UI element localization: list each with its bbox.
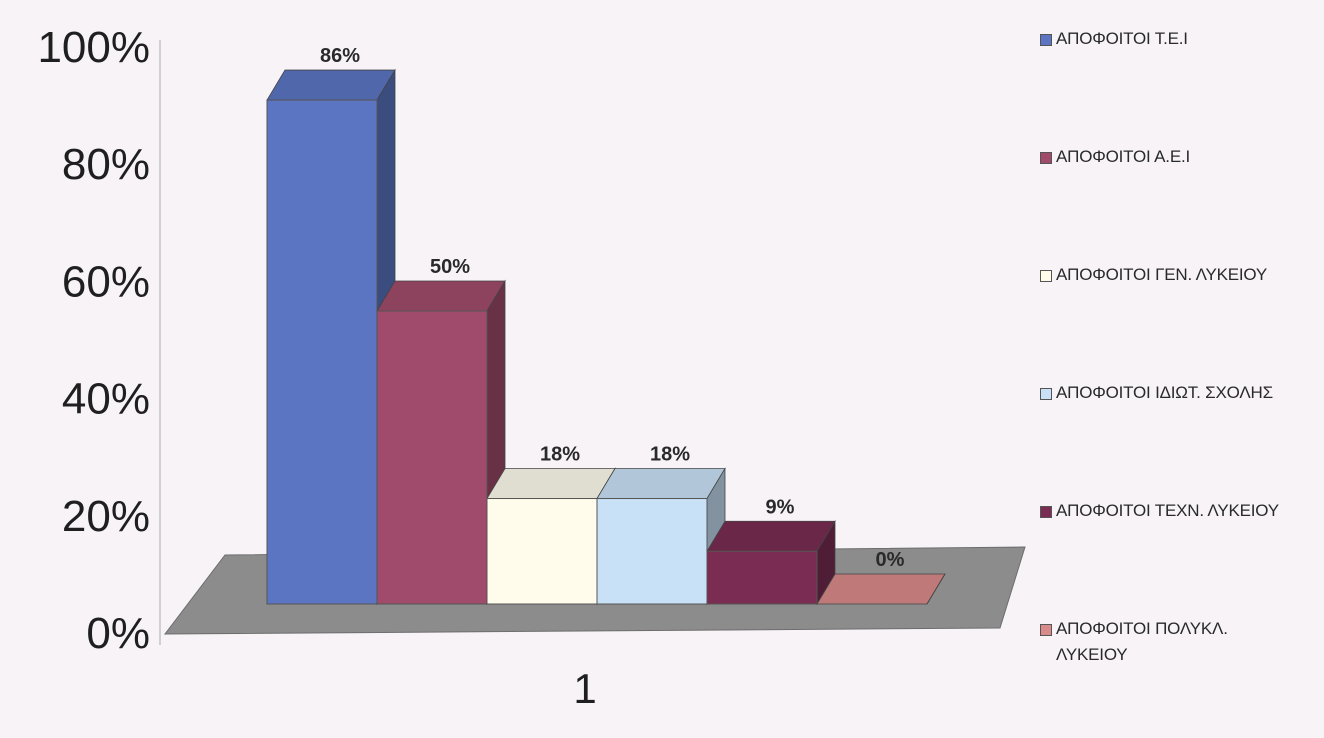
legend-label: ΑΠΟΦΟΙΤΟΙ ΠΟΛΥΚΛ. ΛΥΚΕΙΟΥ: [1056, 619, 1228, 664]
legend-item: ΑΠΟΦΟΙΤΟΙ Τ.Ε.Ι: [1040, 29, 1320, 148]
y-tick-label: 40%: [62, 375, 150, 424]
legend-swatch: [1040, 34, 1052, 46]
bar-side: [926, 573, 946, 605]
bar-top: [596, 468, 726, 499]
chart-plot: 86% 50% 18% 18% 9% 0% 0% 20% 40% 60% 80% 100% 1: [37, 23, 1026, 711]
x-category-label: 1: [573, 665, 596, 711]
bar: [596, 467, 726, 606]
bar-top: [486, 468, 616, 499]
data-label: 86%: [320, 45, 360, 67]
y-tick-label: 60%: [62, 257, 150, 306]
bar: [486, 467, 616, 606]
bar: [816, 573, 946, 605]
bar-top: [816, 573, 946, 605]
chart: 86% 50% 18% 18% 9% 0% 0% 20% 40% 60% 80% 100% 1 ΑΠΟ…: [37, 23, 1279, 711]
legend-label: ΑΠΟΦΟΙΤΟΙ ΙΔΙΩΤ. ΣΧΟΛΗΣ: [1056, 383, 1273, 402]
y-tick-label: 0%: [86, 609, 150, 658]
bar: [376, 279, 506, 606]
legend-label: ΑΠΟΦΟΙΤΟΙ Τ.Ε.Ι: [1056, 29, 1188, 48]
y-tick-label: 100%: [37, 23, 150, 72]
legend-label: ΑΠΟΦΟΙΤΟΙ ΤΕΧΝ. ΛΥΚΕΙΟΥ: [1056, 501, 1279, 520]
data-label: 50%: [430, 256, 470, 278]
legend-item: ΑΠΟΦΟΙΤΟΙ ΤΕΧΝ. ΛΥΚΕΙΟΥ: [1040, 501, 1320, 620]
data-label: 9%: [766, 496, 795, 518]
bar-front: [596, 498, 708, 605]
y-tick-label: 80%: [62, 140, 150, 189]
data-label: 0%: [876, 549, 905, 571]
chart-legend: ΑΠΟΦΟΙΤΟΙ Τ.Ε.Ι ΑΠΟΦΟΙΤΟΙ Α.Ε.Ι ΑΠΟΦΟΙΤΟΙ …: [1040, 29, 1320, 738]
bar-top: [266, 69, 396, 101]
bar-front: [706, 550, 818, 605]
bar: [706, 519, 836, 606]
bar-top: [376, 280, 506, 312]
bar-front: [266, 99, 378, 605]
legend-label: ΑΠΟΦΟΙΤΟΙ Α.Ε.Ι: [1056, 147, 1191, 166]
legend-item: ΑΠΟΦΟΙΤΟΙ ΠΟΛΥΚΛ. ΛΥΚΕΙΟΥ: [1040, 619, 1320, 738]
y-tick-label: 20%: [62, 492, 150, 541]
legend-item: ΑΠΟΦΟΙΤΟΙ ΓΕΝ. ΛΥΚΕΙΟΥ: [1040, 265, 1320, 384]
legend-item: ΑΠΟΦΟΙΤΟΙ Α.Ε.Ι: [1040, 147, 1320, 266]
data-label: 18%: [540, 444, 580, 466]
legend-swatch: [1040, 270, 1052, 282]
legend-swatch: [1040, 388, 1052, 400]
legend-swatch: [1040, 506, 1052, 518]
legend-item: ΑΠΟΦΟΙΤΟΙ ΙΔΙΩΤ. ΣΧΟΛΗΣ: [1040, 383, 1320, 502]
bar-top: [706, 520, 836, 552]
bar-front: [376, 310, 488, 605]
bar: [266, 68, 396, 606]
legend-swatch: [1040, 624, 1052, 636]
data-label: 18%: [650, 444, 690, 466]
legend-label: ΑΠΟΦΟΙΤΟΙ ΓΕΝ. ΛΥΚΕΙΟΥ: [1056, 265, 1268, 284]
bar-front: [486, 498, 598, 605]
legend-swatch: [1040, 152, 1052, 164]
